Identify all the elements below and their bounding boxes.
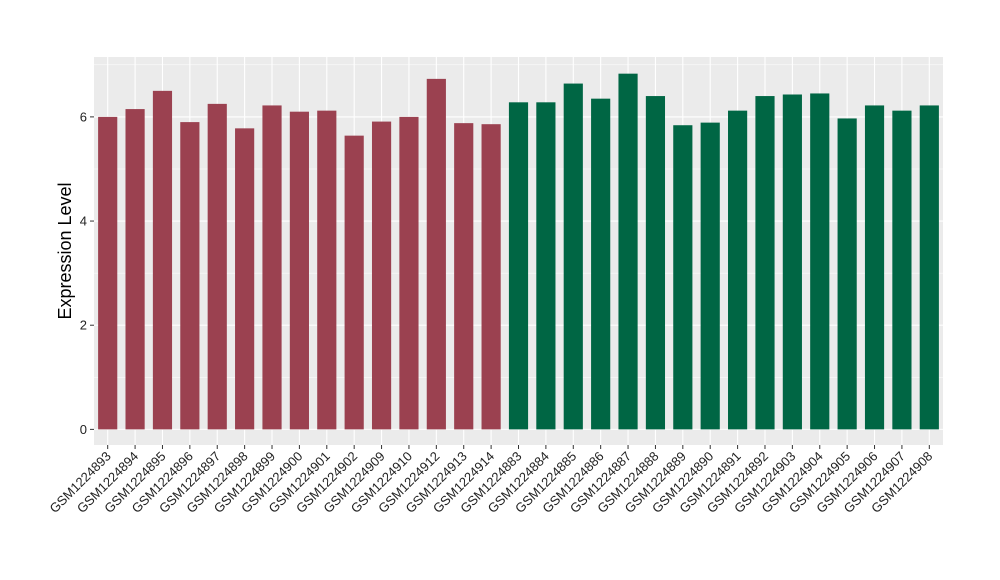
bar-GSM1224909 <box>371 121 392 430</box>
bar-GSM1224903 <box>782 94 802 430</box>
bar-GSM1224904 <box>810 93 830 430</box>
x-axis: GSM1224893GSM1224894GSM1224895GSM1224896… <box>46 445 935 516</box>
bars <box>98 73 939 430</box>
bar-GSM1224910 <box>399 116 419 430</box>
y-axis-title: Expression Level <box>55 182 75 319</box>
bar-GSM1224887 <box>618 73 638 430</box>
bar-GSM1224891 <box>728 110 748 430</box>
bar-GSM1224885 <box>563 83 583 430</box>
bar-GSM1224900 <box>289 111 309 430</box>
bar-GSM1224914 <box>481 124 501 430</box>
y-tick-label: 6 <box>80 109 87 124</box>
bar-GSM1224899 <box>262 105 282 430</box>
bar-GSM1224892 <box>755 96 775 430</box>
bar-GSM1224902 <box>344 135 364 430</box>
bar-GSM1224906 <box>864 105 885 430</box>
y-tick-label: 0 <box>80 422 87 437</box>
y-axis: 0 2 4 6 <box>80 109 94 437</box>
bar-GSM1224894 <box>125 109 145 430</box>
bar-GSM1224888 <box>645 96 666 430</box>
bar-GSM1224884 <box>536 102 556 430</box>
bar-GSM1224901 <box>317 110 337 430</box>
bar-GSM1224912 <box>426 78 446 430</box>
bar-GSM1224883 <box>508 102 529 430</box>
bar-GSM1224908 <box>919 105 939 430</box>
bar-GSM1224890 <box>700 122 720 430</box>
bar-GSM1224913 <box>454 123 474 430</box>
bar-GSM1224895 <box>152 90 173 430</box>
bar-GSM1224893 <box>98 116 118 430</box>
bar-GSM1224889 <box>673 125 693 430</box>
bar-GSM1224896 <box>180 122 200 430</box>
bar-GSM1224898 <box>235 128 255 430</box>
bar-GSM1224905 <box>837 118 857 430</box>
bar-GSM1224907 <box>892 110 912 430</box>
bar-GSM1224897 <box>207 103 227 430</box>
y-tick-label: 4 <box>80 214 87 229</box>
bar-GSM1224886 <box>591 98 611 430</box>
y-tick-label: 2 <box>80 318 87 333</box>
